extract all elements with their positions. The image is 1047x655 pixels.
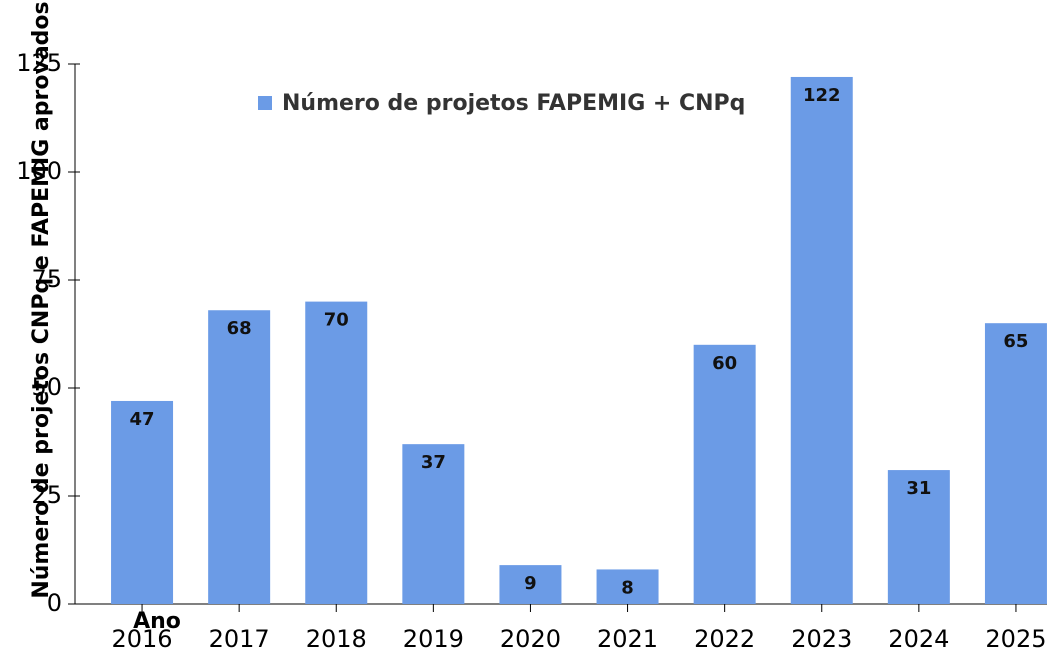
x-tick-label: 2024: [888, 625, 949, 653]
bar: [499, 565, 562, 604]
y-tick-label: 50: [31, 373, 62, 401]
bar: [305, 301, 368, 604]
x-tick-label: 2025: [985, 625, 1046, 653]
x-tick-label: 2022: [694, 625, 755, 653]
bar: [596, 569, 659, 604]
data-label: 47: [130, 409, 155, 430]
x-tick-label: 2017: [209, 625, 270, 653]
x-tick-label: 2016: [112, 625, 173, 653]
bar: [984, 323, 1047, 604]
y-axis-title: Número de projetos CNPq e FAPEMIG aprova…: [29, 1, 54, 598]
data-label: 60: [712, 353, 737, 374]
data-label: 68: [227, 318, 252, 339]
y-tick-label: 75: [31, 265, 62, 293]
data-label: 9: [524, 573, 537, 594]
bar: [208, 310, 271, 604]
legend-label: Número de projetos FAPEMIG + CNPq: [282, 91, 745, 116]
legend-swatch: [258, 96, 272, 110]
y-tick-label: 125: [16, 49, 62, 77]
x-tick-label: 2019: [403, 625, 464, 653]
bar: [111, 400, 174, 604]
bar: [790, 76, 853, 604]
x-tick-label: 2023: [791, 625, 852, 653]
data-label: 65: [1003, 331, 1028, 352]
bar: [887, 470, 950, 604]
x-tick-label: 2018: [306, 625, 367, 653]
y-tick-label: 0: [47, 589, 62, 617]
data-label: 31: [906, 478, 931, 499]
bar: [693, 344, 756, 604]
data-label: 70: [324, 310, 349, 331]
x-tick-label: 2021: [597, 625, 658, 653]
x-axis-title: Ano: [133, 609, 181, 634]
x-tick-label: 2020: [500, 625, 561, 653]
data-label: 122: [803, 85, 841, 106]
data-label: 8: [621, 577, 634, 598]
data-label: 37: [421, 452, 446, 473]
bar: [402, 444, 465, 604]
y-tick-label: 100: [16, 157, 62, 185]
y-tick-label: 25: [31, 481, 62, 509]
